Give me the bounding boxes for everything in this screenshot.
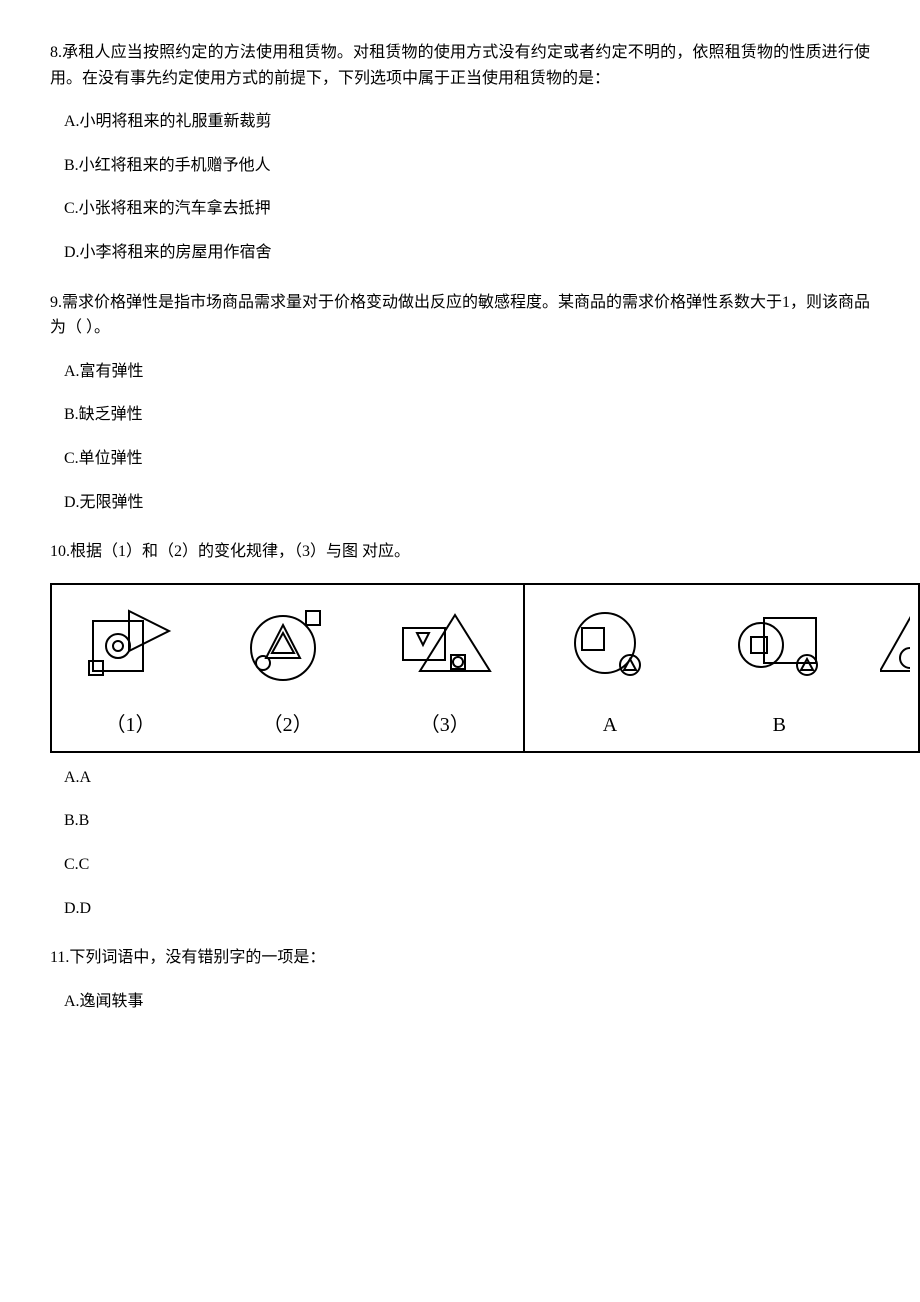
question-11: 11.下列词语中，没有错别字的一项是： A.逸闻轶事 [50, 945, 870, 1014]
figure-cell-2: （2） [209, 585, 366, 751]
figure-partial-svg [880, 603, 910, 693]
question-8: 8.承租人应当按照约定的方法使用租赁物。对租赁物的使用方式没有约定或者约定不明的… [50, 40, 870, 266]
option-a: A.逸闻轶事 [64, 989, 870, 1015]
figure-cell-1: （1） [52, 585, 209, 751]
figure-label-1: （1） [106, 709, 156, 741]
question-text: 11.下列词语中，没有错别字的一项是： [50, 945, 870, 971]
figure-b-svg [729, 603, 829, 693]
option-a: A.富有弹性 [64, 359, 870, 385]
question-text: 9.需求价格弹性是指市场商品需求量对于价格变动做出反应的敏感程度。某商品的需求价… [50, 290, 870, 341]
option-a: A.小明将租来的礼服重新裁剪 [64, 109, 870, 135]
option-c: C.小张将租来的汽车拿去抵押 [64, 196, 870, 222]
figure-2-svg [238, 603, 338, 693]
question-9: 9.需求价格弹性是指市场商品需求量对于价格变动做出反应的敏感程度。某商品的需求价… [50, 290, 870, 516]
figure-label-2: （2） [263, 709, 313, 741]
figure-label-b: B [773, 709, 786, 741]
figure-cell-a: A [525, 585, 694, 751]
figure-label-3: （3） [420, 709, 470, 741]
option-c: C.C [64, 852, 870, 878]
figure-right-panel: A B [525, 585, 918, 751]
question-text: 10.根据（1）和（2）的变化规律，（3）与图 对应。 [50, 539, 870, 565]
option-a: A.A [64, 765, 870, 791]
option-d: D.小李将租来的房屋用作宿舍 [64, 240, 870, 266]
option-b: B.B [64, 808, 870, 834]
option-c: C.单位弹性 [64, 446, 870, 472]
figure-a-svg [560, 603, 660, 693]
figure-1-svg [81, 603, 181, 693]
figure-left-panel: （1） （2） [52, 585, 525, 751]
figure-cell-partial [864, 585, 918, 751]
figure-label-a: A [603, 709, 617, 741]
option-b: B.小红将租来的手机赠予他人 [64, 153, 870, 179]
figure-cell-b: B [695, 585, 864, 751]
question-text: 8.承租人应当按照约定的方法使用租赁物。对租赁物的使用方式没有约定或者约定不明的… [50, 40, 870, 91]
figure-3-svg [395, 603, 495, 693]
figure-label-partial [892, 709, 897, 741]
option-b: B.缺乏弹性 [64, 402, 870, 428]
question-10: 10.根据（1）和（2）的变化规律，（3）与图 对应。 （1） [50, 539, 870, 921]
option-d: D.无限弹性 [64, 490, 870, 516]
figure-cell-3: （3） [366, 585, 523, 751]
option-d: D.D [64, 896, 870, 922]
figure-container: （1） （2） [50, 583, 920, 753]
